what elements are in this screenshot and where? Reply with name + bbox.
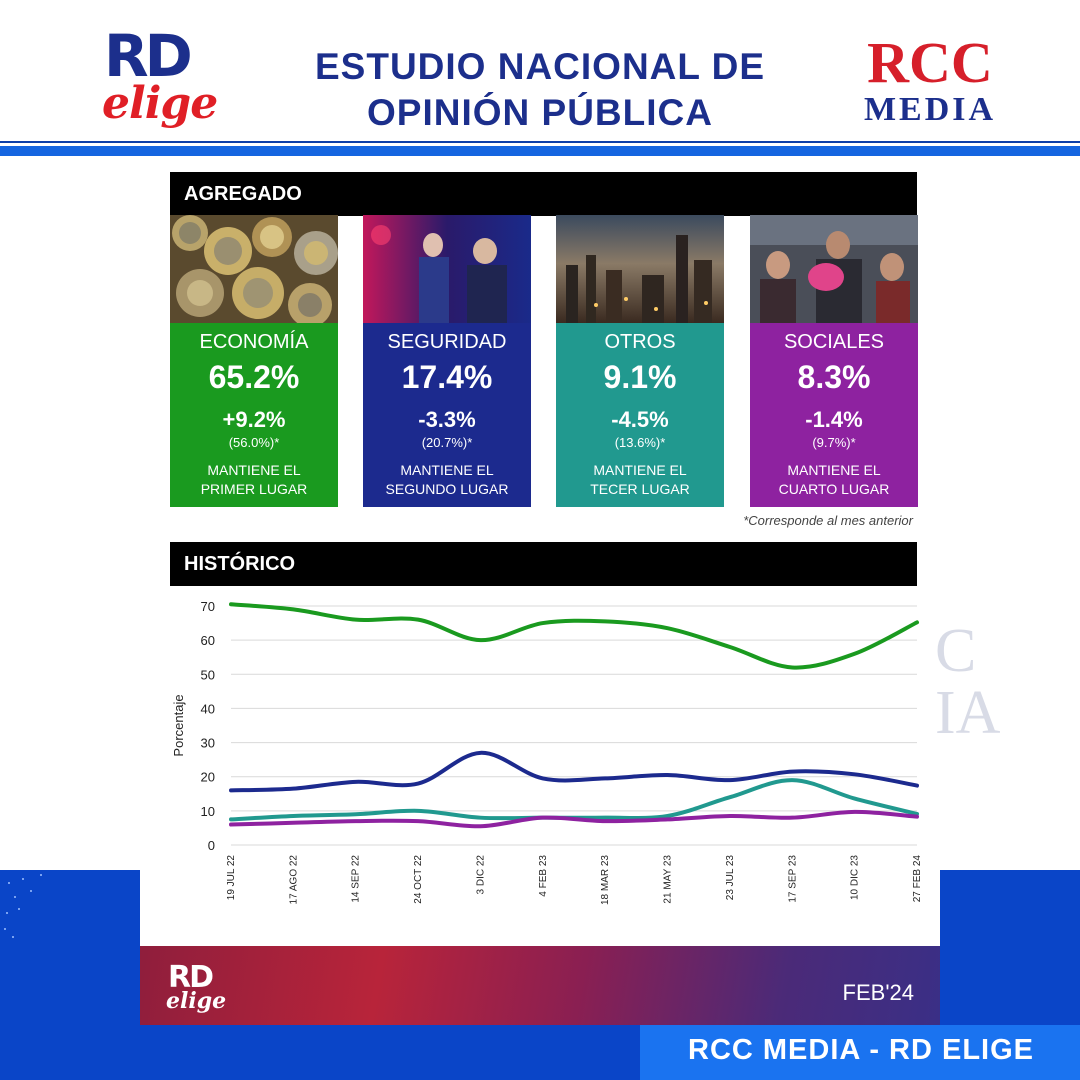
rd-elige-logo: RD elige: [100, 22, 232, 138]
series-line-seguridad: [229, 750, 919, 793]
tile-seguridad-bg: [363, 323, 531, 507]
x-tick-label: 18 MAR 23: [600, 855, 611, 905]
x-tick-label: 27 FEB 24: [912, 855, 923, 903]
card-footer-logo-rd: RD: [168, 960, 214, 995]
tile-change: -1.4%: [805, 407, 863, 432]
tile-category: OTROS: [604, 331, 676, 353]
x-tick-label: 10 DIC 23: [850, 855, 861, 900]
tile-otros-bg: [556, 323, 724, 507]
rcc-watermark: C IA: [935, 620, 1005, 744]
tile-note-line-2: SEGUNDO LUGAR: [385, 481, 509, 497]
logo-rcc-text: RCC: [867, 30, 993, 95]
x-tick-label: 17 SEP 23: [787, 855, 798, 903]
tile-change: -4.5%: [611, 407, 669, 432]
page-title: ESTUDIO NACIONAL DE OPINIÓN PÚBLICA: [280, 44, 800, 136]
tile-otros: OTROS 9.1% -4.5% (13.6%)* MANTIENE EL TE…: [556, 215, 724, 507]
tile-note-line-2: CUARTO LUGAR: [778, 481, 890, 497]
tile-note: MANTIENE EL SEGUNDO LUGAR: [363, 461, 531, 499]
y-tick-label: 60: [201, 633, 215, 648]
tile-change: -3.3%: [418, 407, 476, 432]
x-tick-label: 3 DIC 22: [475, 855, 486, 895]
header-divider: [0, 146, 1080, 156]
x-tick-label: 14 SEP 22: [351, 855, 362, 903]
police-photo: [363, 215, 531, 323]
card-footer-date: FEB'24: [842, 980, 914, 1005]
x-tick-label: 4 FEB 23: [538, 855, 549, 897]
series-line-economia: [229, 602, 919, 670]
series-line-otros: [229, 778, 919, 822]
card-footer: [140, 946, 940, 1025]
y-tick-label: 30: [201, 736, 215, 751]
rcc-media-logo: RCC MEDIA: [860, 34, 1000, 134]
title-line-2: OPINIÓN PÚBLICA: [367, 92, 713, 133]
historical-line-chart: 0 10 20 30 40 50 60 70 Porcentaje 19 JUL 22 17 AGO…: [171, 599, 923, 905]
tile-economia-bg: [170, 323, 338, 507]
y-axis-label: Porcentaje: [171, 694, 186, 756]
series-line-sociales: [229, 809, 919, 829]
tile-percent: 8.3%: [797, 359, 871, 395]
tile-note-line-1: MANTIENE EL: [593, 462, 687, 478]
tile-category: SEGURIDAD: [387, 331, 507, 353]
footnote: *Corresponde al mes anterior: [743, 513, 913, 528]
logo-media-text: MEDIA: [863, 91, 997, 128]
tile-note-line-1: MANTIENE EL: [207, 462, 301, 478]
section-historico: HISTÓRICO: [170, 542, 917, 586]
tile-category: SOCIALES: [783, 331, 885, 353]
header-divider-thin: [0, 141, 1080, 143]
x-tick-label: 21 MAY 23: [663, 855, 674, 904]
x-tick-label: 23 JUL 23: [725, 855, 736, 901]
tile-note: MANTIENE EL TECER LUGAR: [556, 461, 724, 499]
y-tick-label: 20: [201, 770, 215, 785]
tile-category: ECONOMÍA: [199, 331, 309, 353]
section-agregado: AGREGADO: [170, 172, 917, 216]
tile-previous: (56.0%)*: [228, 435, 280, 450]
tile-sociales-bg: [750, 323, 918, 507]
tile-previous: (9.7%)*: [812, 435, 856, 450]
coins-photo: [170, 215, 338, 323]
tile-percent: 17.4%: [401, 359, 493, 395]
footer-brand-text: RCC MEDIA - RD ELIGE: [688, 1034, 1034, 1066]
tile-sociales: SOCIALES 8.3% -1.4% (9.7%)* MANTIENE EL …: [750, 215, 918, 507]
y-tick-label: 10: [201, 804, 215, 819]
tile-note-line-2: PRIMER LUGAR: [200, 481, 308, 497]
y-tick-label: 50: [201, 667, 215, 682]
tile-previous: (20.7%)*: [421, 435, 473, 450]
decorative-dots: [0, 870, 60, 950]
x-tick-label: 17 AGO 22: [288, 855, 299, 905]
y-tick-label: 70: [201, 599, 215, 614]
x-tick-label: 24 OCT 22: [413, 855, 424, 904]
watermark-line-1: C: [935, 617, 977, 685]
tile-percent: 65.2%: [208, 359, 300, 395]
logo-rd-text: RD: [104, 22, 193, 90]
card-footer-logo-elige: elige: [166, 988, 227, 1014]
title-line-1: ESTUDIO NACIONAL DE: [314, 46, 765, 87]
y-tick-label: 40: [201, 701, 215, 716]
header: RD elige ESTUDIO NACIONAL DE OPINIÓN PÚB…: [0, 0, 1080, 146]
tile-change: +9.2%: [222, 407, 286, 432]
people-photo: [750, 215, 918, 323]
tile-note: MANTIENE EL PRIMER LUGAR: [170, 461, 338, 499]
tile-seguridad: SEGURIDAD 17.4% -3.3% (20.7%)* MANTIENE …: [363, 215, 531, 507]
watermark-line-2: IA: [935, 679, 1001, 747]
tile-note-line-2: TECER LUGAR: [590, 481, 690, 497]
x-tick-label: 19 JUL 22: [226, 855, 237, 901]
tile-percent: 9.1%: [603, 359, 677, 395]
city-photo: [556, 215, 724, 323]
y-tick-label: 0: [208, 838, 215, 853]
logo-elige-text: elige: [102, 78, 218, 129]
tile-note-line-1: MANTIENE EL: [400, 462, 494, 478]
tile-note: MANTIENE EL CUARTO LUGAR: [750, 461, 918, 499]
footer-strip-dark: [0, 1025, 640, 1080]
tile-previous: (13.6%)*: [614, 435, 666, 450]
tile-note-line-1: MANTIENE EL: [787, 462, 881, 478]
tile-economia: ECONOMÍA 65.2% +9.2% (56.0%)* MANTIENE E…: [170, 215, 338, 507]
